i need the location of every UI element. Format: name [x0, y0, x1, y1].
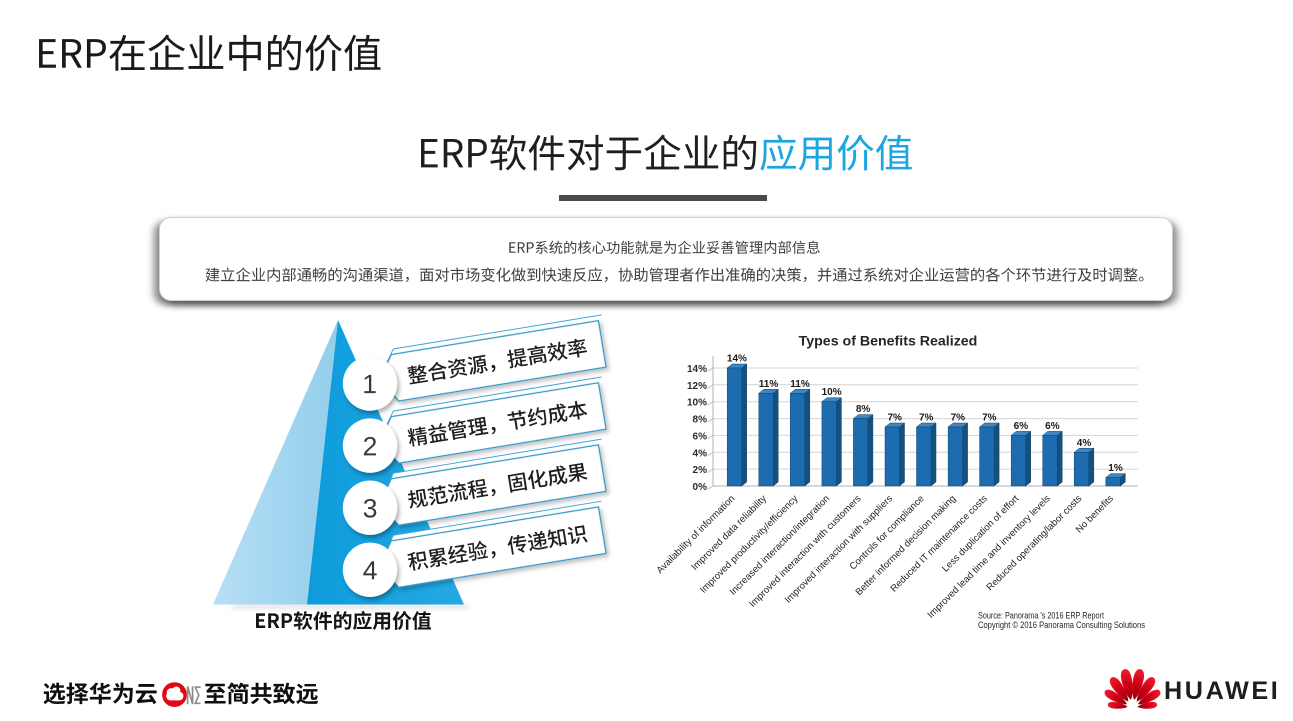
svg-text:10%: 10%	[822, 387, 842, 398]
svg-text:7%: 7%	[919, 413, 934, 424]
svg-text:0%: 0%	[693, 482, 708, 493]
svg-text:Source: Panorama 's 2016 ERP R: Source: Panorama 's 2016 ERP Report	[978, 611, 1104, 621]
svg-text:Types of Benefits Realized: Types of Benefits Realized	[799, 334, 978, 350]
svg-text:2%: 2%	[693, 465, 708, 476]
svg-text:8%: 8%	[693, 415, 708, 426]
svg-text:7%: 7%	[982, 413, 997, 424]
svg-text:12%: 12%	[687, 381, 707, 392]
svg-text:6%: 6%	[1045, 421, 1060, 432]
svg-text:14%: 14%	[727, 354, 747, 365]
svg-text:Improved interaction with cust: Improved interaction with customers	[747, 493, 864, 610]
svg-text:7%: 7%	[887, 413, 902, 424]
svg-text:14%: 14%	[687, 364, 707, 375]
svg-text:4%: 4%	[693, 448, 708, 459]
svg-text:11%: 11%	[759, 379, 779, 390]
svg-text:6%: 6%	[1014, 421, 1029, 432]
svg-text:8%: 8%	[856, 404, 871, 415]
svg-text:11%: 11%	[790, 379, 810, 390]
svg-text:4%: 4%	[1077, 438, 1092, 449]
svg-text:HUAWEI: HUAWEI	[1164, 677, 1280, 705]
svg-text:10%: 10%	[687, 398, 707, 409]
svg-text:1%: 1%	[1108, 463, 1123, 474]
svg-text:6%: 6%	[693, 431, 708, 442]
svg-text:Copyright © 2016 Panorama Cons: Copyright © 2016 Panorama Consulting Sol…	[978, 620, 1146, 630]
svg-text:7%: 7%	[951, 413, 966, 424]
